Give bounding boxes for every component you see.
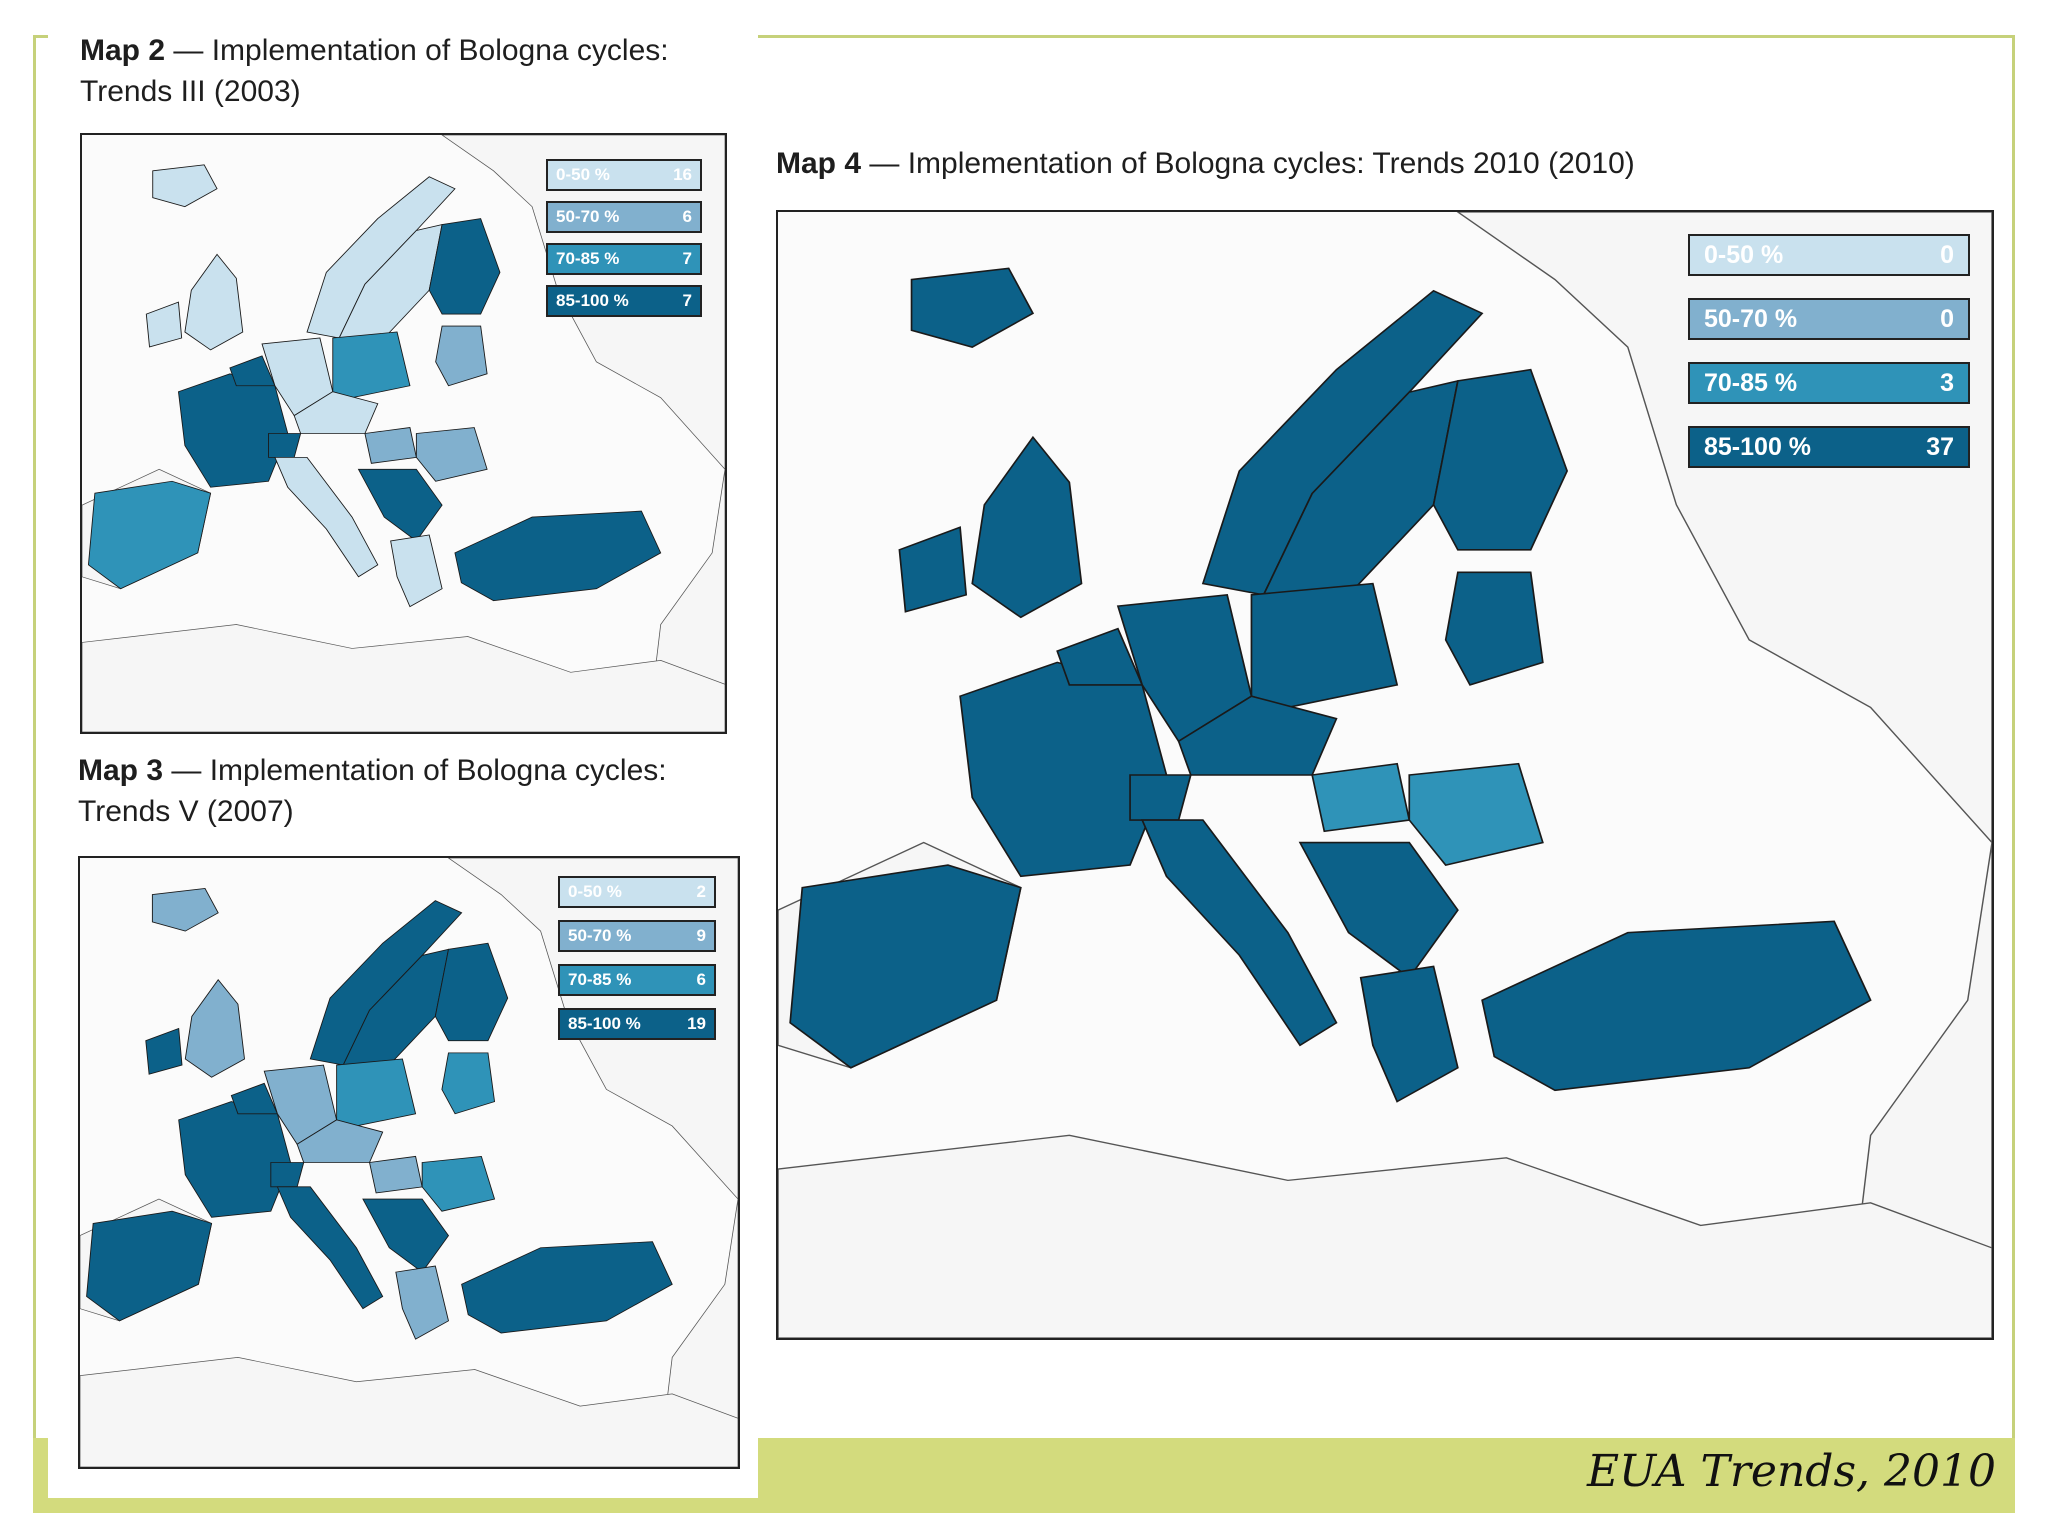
neighbor-land-1 <box>1456 212 1992 1338</box>
map2-legend-item-50-70: 50-70 % 6 <box>546 201 702 233</box>
map3-title-bold: Map 3 <box>78 754 164 787</box>
country-uk <box>184 979 245 1078</box>
map3-map: 0-50 % 2 50-70 % 9 70-85 % 6 85-100 % 19 <box>78 856 740 1469</box>
map4-legend-item-70-85: 70-85 % 3 <box>1688 362 1970 404</box>
country-balkans <box>357 468 443 542</box>
map3-title: Map 3 — Implementation of Bologna cycles… <box>78 750 667 832</box>
map4-legend-item-50-70: 50-70 % 0 <box>1688 298 1970 340</box>
map3-legend: 0-50 % 2 50-70 % 9 70-85 % 6 85-100 % 19 <box>558 876 716 1040</box>
country-baltics <box>441 1052 496 1115</box>
country-uk <box>184 253 244 351</box>
map2-legend-item-85-100: 85-100 % 7 <box>546 285 702 317</box>
country-iceland <box>151 887 219 932</box>
map2-europe-map <box>82 135 725 732</box>
map4-map: 0-50 % 0 50-70 % 0 70-85 % 3 85-100 % 37 <box>776 210 1994 1340</box>
neighbor-land-2 <box>82 624 725 732</box>
country-italy <box>1140 819 1338 1047</box>
country-hungary <box>368 1155 423 1194</box>
country-greece <box>1359 965 1459 1103</box>
country-turkey <box>461 1241 673 1334</box>
neighbor-land-1 <box>441 135 725 732</box>
country-uk <box>971 435 1083 619</box>
country-finland <box>428 218 501 315</box>
map3-legend-item-50-70: 50-70 % 9 <box>558 920 716 952</box>
map3-legend-item-70-85: 70-85 % 6 <box>558 964 716 996</box>
country-hungary <box>364 427 417 464</box>
country-romania <box>415 427 488 482</box>
country-iceland <box>152 164 218 208</box>
country-romania <box>421 1155 496 1212</box>
country-greece <box>395 1265 450 1340</box>
map3-title-rest: — Implementation of Bologna cycles: <box>163 754 667 787</box>
country-ireland <box>145 301 183 348</box>
country-iberia <box>86 1210 213 1322</box>
country-ireland <box>145 1027 183 1075</box>
map2-map: 0-50 % 16 50-70 % 6 70-85 % 7 85-100 % 7 <box>80 133 727 734</box>
map2-legend-item-70-85: 70-85 % 7 <box>546 243 702 275</box>
country-turkey <box>1481 920 1872 1092</box>
country-hungary <box>1311 762 1411 833</box>
country-finland <box>434 942 509 1042</box>
country-romania <box>1408 762 1544 866</box>
country-iberia <box>87 480 212 590</box>
map2-title-bold: Map 2 <box>80 34 166 67</box>
country-czech-austria <box>296 1119 384 1163</box>
country-poland <box>1250 582 1399 709</box>
map4-title-rest: — Implementation of Bologna cycles: Tren… <box>861 147 1635 180</box>
map2-title-rest: — Implementation of Bologna cycles: <box>165 34 669 67</box>
country-greece <box>390 534 443 608</box>
map3-title-line2: Trends V (2007) <box>78 795 294 828</box>
country-finland <box>1432 368 1569 551</box>
map2-legend-item-0-50: 0-50 % 16 <box>546 159 702 191</box>
country-czech-austria <box>293 391 379 434</box>
country-poland <box>332 331 411 399</box>
country-turkey <box>454 510 662 602</box>
map3-legend-item-85-100: 85-100 % 19 <box>558 1008 716 1040</box>
map2-legend: 0-50 % 16 50-70 % 6 70-85 % 7 85-100 % 7 <box>546 159 702 317</box>
country-iceland <box>910 267 1035 348</box>
country-czech-austria <box>1177 695 1338 776</box>
country-italy <box>276 1186 384 1310</box>
country-iberia <box>789 864 1022 1069</box>
map4-europe-map <box>778 212 1992 1338</box>
map4-legend: 0-50 % 0 50-70 % 0 70-85 % 3 85-100 % 37 <box>1688 234 1970 468</box>
map4-title: Map 4 — Implementation of Bologna cycles… <box>776 143 1635 184</box>
country-baltics <box>1444 571 1544 686</box>
map4-legend-item-85-100: 85-100 % 37 <box>1688 426 1970 468</box>
map4-legend-item-0-50: 0-50 % 0 <box>1688 234 1970 276</box>
country-poland <box>336 1058 417 1127</box>
neighbor-land-2 <box>80 1357 738 1467</box>
map3-legend-item-0-50: 0-50 % 2 <box>558 876 716 908</box>
map4-title-bold: Map 4 <box>776 147 862 180</box>
citation: EUA Trends, 2010 <box>1586 1446 1996 1497</box>
map2-title-line2: Trends III (2003) <box>80 75 301 108</box>
country-baltics <box>435 325 488 387</box>
neighbor-land-2 <box>778 1134 1992 1338</box>
country-balkans <box>1298 841 1459 979</box>
map2-title: Map 2 — Implementation of Bologna cycles… <box>80 30 669 112</box>
country-balkans <box>362 1198 450 1273</box>
country-ireland <box>898 526 968 613</box>
country-italy <box>274 456 379 578</box>
